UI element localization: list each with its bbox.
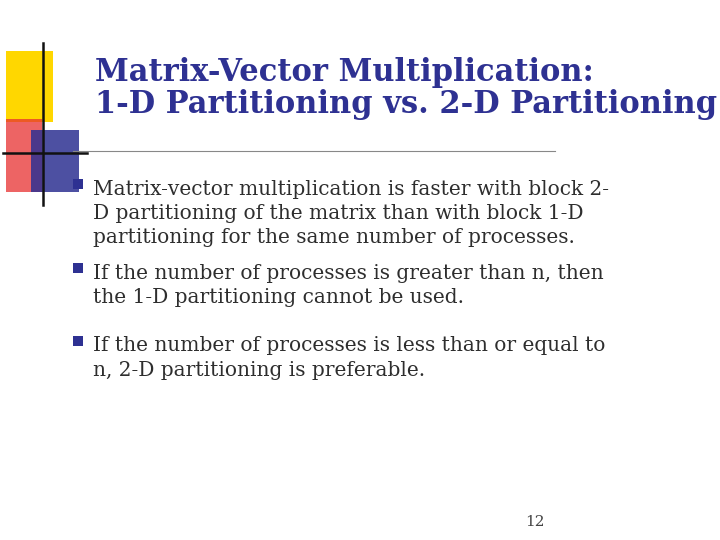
FancyBboxPatch shape [73,179,83,189]
Text: If the number of processes is greater than n, then
the 1-D partitioning cannot b: If the number of processes is greater th… [93,264,603,307]
Text: 1-D Partitioning vs. 2-D Partitioning: 1-D Partitioning vs. 2-D Partitioning [95,89,718,120]
Text: Matrix-Vector Multiplication:: Matrix-Vector Multiplication: [95,57,594,87]
FancyBboxPatch shape [31,130,78,192]
FancyBboxPatch shape [73,336,83,346]
FancyBboxPatch shape [6,51,53,122]
Text: Matrix-vector multiplication is faster with block 2-
D partitioning of the matri: Matrix-vector multiplication is faster w… [93,180,608,247]
Text: If the number of processes is less than or equal to
n, 2-D partitioning is prefe: If the number of processes is less than … [93,336,605,380]
FancyBboxPatch shape [6,119,42,192]
Text: 12: 12 [525,515,544,529]
FancyBboxPatch shape [73,263,83,273]
